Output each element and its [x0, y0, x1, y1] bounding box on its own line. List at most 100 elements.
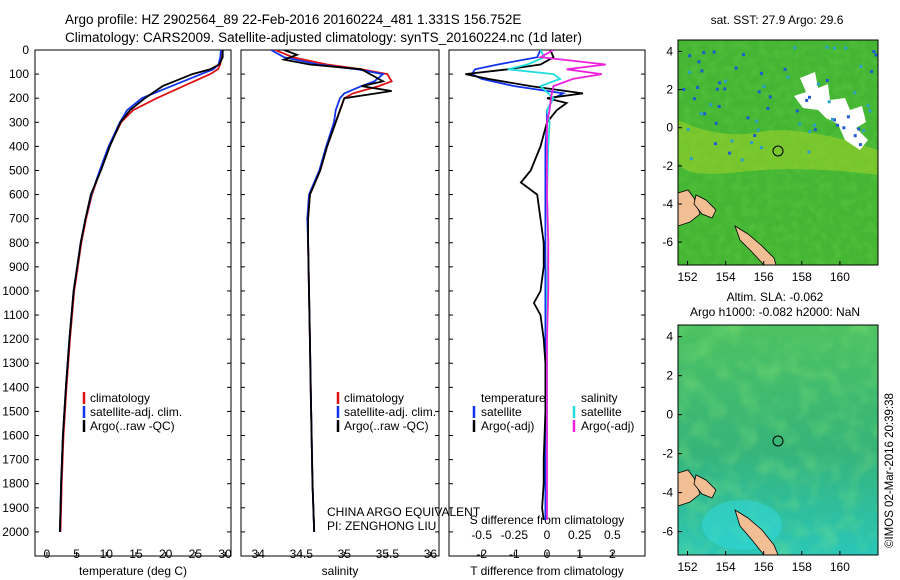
cold-pixel: [870, 70, 874, 74]
depth-tick-label: 1400: [2, 380, 29, 394]
temperature-xlabel: temperature (deg C): [79, 564, 187, 578]
cold-pixel: [853, 91, 857, 95]
series-line-s-argo-adj-: [537, 50, 606, 520]
difference-x-axis: -2 -1 0 1 2: [476, 547, 616, 561]
map-y-tick-label: -6: [662, 235, 673, 249]
s-difference-x-axis: -0.5 -0.25 0 0.25 0.5: [471, 528, 621, 542]
cold-pixel: [766, 106, 770, 110]
cold-pixel: [740, 158, 744, 162]
map-x-tick-label: 156: [754, 560, 774, 574]
cold-pixel: [853, 134, 857, 138]
map-y-tick-label: -2: [662, 159, 673, 173]
cold-pixel: [816, 82, 820, 86]
series-line-t-argo-adj-: [465, 50, 584, 521]
cold-pixel: [697, 60, 701, 64]
temperature-legend: climatology satellite-adj. clim. Argo(..…: [82, 391, 182, 433]
depth-axis: 0 100 200 300 400 500 600 700 800 900 1000 1100 1200…: [2, 43, 645, 539]
cold-pixel: [756, 128, 760, 132]
argo-location-marker: [772, 435, 784, 447]
map-x-tick-label: 152: [678, 560, 698, 574]
depth-tick-label: 500: [9, 163, 29, 177]
series-line-satellite-adj-clim-: [270, 50, 386, 532]
map-y-tick-label: 4: [666, 44, 673, 58]
sst-map: [677, 39, 879, 266]
depth-tick-label: 1900: [2, 501, 29, 515]
legend-label-argo: Argo(..raw -QC): [90, 419, 175, 433]
s-diff-tick-label: -0.25: [501, 528, 529, 542]
cold-pixel: [844, 46, 848, 50]
cold-pixel: [757, 90, 761, 94]
map-y-tick-label: 2: [666, 83, 673, 97]
depth-tick-label: 1200: [2, 332, 29, 346]
cold-pixel: [682, 88, 686, 91]
sst-map-axes: 152 154 156 158 160 4 2 0 -2 -4 -6: [662, 44, 850, 284]
cold-pixel: [833, 46, 836, 50]
cold-pixel: [734, 66, 738, 70]
cold-pixel: [700, 69, 704, 73]
cold-pixel: [696, 86, 700, 89]
x-tick-label: 35.5: [376, 547, 400, 561]
depth-tick-label: 300: [9, 115, 29, 129]
series-line-argo-raw-qc-: [59, 50, 224, 532]
cold-pixel: [762, 85, 766, 88]
x-tick-label: 35: [338, 547, 352, 561]
salinity-x-axis: 34 34.5 35 35.5 36: [252, 547, 438, 561]
header-line-2: Climatology: CARS2009. Satellite-adjuste…: [65, 30, 582, 45]
cold-pixel: [793, 46, 797, 50]
cold-pixel: [742, 53, 745, 57]
cold-pixel: [750, 141, 753, 145]
x-tick-label: 36: [424, 547, 438, 561]
cold-pixel: [862, 129, 865, 133]
cold-pixel: [686, 128, 690, 132]
map-y-tick-label: -4: [662, 197, 673, 211]
cold-pixel: [846, 115, 850, 119]
depth-tick-label: 400: [9, 139, 29, 153]
cold-pixel: [866, 104, 870, 108]
cold-pixel: [768, 95, 772, 99]
sla-map-frame: [677, 324, 879, 556]
depth-tick-label: 1600: [2, 429, 29, 443]
cold-pixel: [872, 50, 876, 53]
cold-pixel: [689, 157, 693, 161]
cold-pixel: [760, 71, 763, 75]
cold-pixel: [808, 130, 812, 134]
cold-pixel: [813, 128, 817, 132]
cold-pixel: [753, 134, 757, 137]
land-bougainville: [693, 474, 717, 499]
x-tick-label: 0: [44, 547, 51, 561]
annotation-line-2: PI: ZENGHONG LIU: [327, 519, 436, 533]
depth-tick-label: 1700: [2, 453, 29, 467]
cold-pixel: [857, 127, 861, 131]
depth-tick-label: 1100: [3, 308, 29, 322]
salinity-xlabel: salinity: [322, 564, 359, 578]
sst-map-title: sat. SST: 27.9 Argo: 29.6: [711, 13, 844, 27]
depth-tick-label: 700: [9, 212, 29, 226]
t-difference-xlabel: T difference from climatology: [470, 564, 624, 578]
cold-pixel: [714, 121, 718, 125]
map-y-tick-label: -6: [662, 525, 673, 539]
map-y-tick-label: 4: [666, 330, 673, 344]
cold-pixel: [718, 81, 722, 85]
sla-map: [677, 324, 879, 556]
x-tick-label: -2: [476, 547, 487, 561]
cold-pixel: [709, 103, 713, 107]
cold-pixel: [717, 105, 721, 108]
x-tick-label: 25: [189, 547, 203, 561]
cold-pixel: [724, 79, 727, 83]
s-diff-tick-label: -0.5: [471, 528, 492, 542]
sla-map-title-1: Altim. SLA: -0.062: [727, 290, 824, 304]
cold-pixel: [699, 112, 703, 116]
salinity-panel-frame: [240, 49, 440, 557]
legend-label-t-satellite: satellite: [481, 405, 522, 419]
map-y-tick-label: 0: [666, 121, 673, 135]
cold-pixel: [833, 118, 836, 122]
sla-map-axes: 152 154 156 158 160 4 2 0 -2 -4 -6: [662, 330, 850, 574]
x-tick-label: 30: [218, 547, 232, 561]
cold-pixel: [807, 150, 811, 154]
depth-tick-label: 900: [9, 260, 29, 274]
legend-label-t-argo: Argo(-adj): [481, 419, 534, 433]
cold-pixel: [786, 75, 790, 79]
map-x-tick-label: 154: [716, 560, 736, 574]
x-tick-label: 20: [159, 547, 173, 561]
